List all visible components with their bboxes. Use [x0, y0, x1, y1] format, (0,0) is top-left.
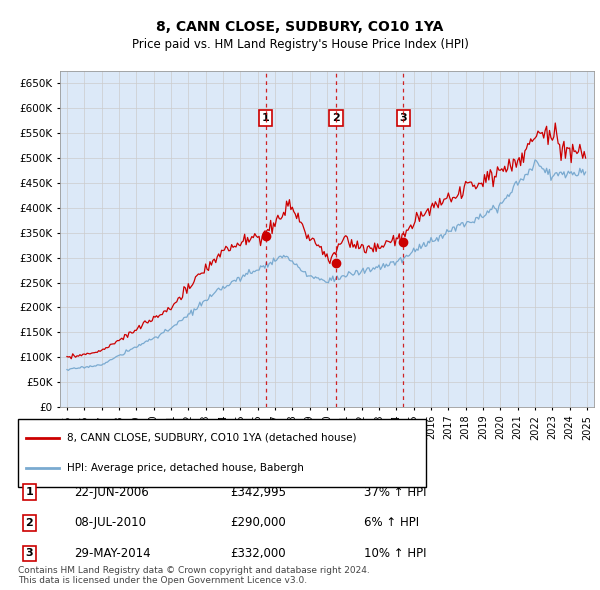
Text: HPI: Average price, detached house, Babergh: HPI: Average price, detached house, Babe… — [67, 463, 304, 473]
Text: 22-JUN-2006: 22-JUN-2006 — [74, 486, 149, 499]
Text: 10% ↑ HPI: 10% ↑ HPI — [364, 547, 427, 560]
Text: 6% ↑ HPI: 6% ↑ HPI — [364, 516, 419, 529]
Text: 29-MAY-2014: 29-MAY-2014 — [74, 547, 151, 560]
Text: £290,000: £290,000 — [230, 516, 286, 529]
Text: 8, CANN CLOSE, SUDBURY, CO10 1YA: 8, CANN CLOSE, SUDBURY, CO10 1YA — [157, 19, 443, 34]
Text: 08-JUL-2010: 08-JUL-2010 — [74, 516, 146, 529]
Text: 3: 3 — [400, 113, 407, 123]
Text: 2: 2 — [332, 113, 340, 123]
Text: £342,995: £342,995 — [230, 486, 286, 499]
Text: 37% ↑ HPI: 37% ↑ HPI — [364, 486, 427, 499]
Text: 8, CANN CLOSE, SUDBURY, CO10 1YA (detached house): 8, CANN CLOSE, SUDBURY, CO10 1YA (detach… — [67, 433, 356, 443]
Text: Price paid vs. HM Land Registry's House Price Index (HPI): Price paid vs. HM Land Registry's House … — [131, 38, 469, 51]
Text: £332,000: £332,000 — [230, 547, 286, 560]
Text: 3: 3 — [25, 549, 33, 558]
FancyBboxPatch shape — [18, 419, 426, 487]
Text: 2: 2 — [25, 518, 33, 527]
Text: 1: 1 — [262, 113, 269, 123]
Text: Contains HM Land Registry data © Crown copyright and database right 2024.
This d: Contains HM Land Registry data © Crown c… — [18, 566, 370, 585]
Text: 1: 1 — [25, 487, 33, 497]
